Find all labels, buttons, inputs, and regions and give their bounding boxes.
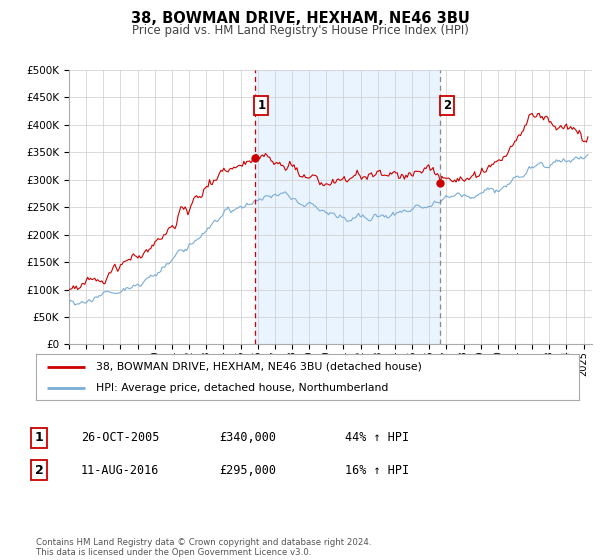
Text: 38, BOWMAN DRIVE, HEXHAM, NE46 3BU: 38, BOWMAN DRIVE, HEXHAM, NE46 3BU — [131, 11, 469, 26]
Bar — [254, 70, 440, 344]
Text: 16% ↑ HPI: 16% ↑ HPI — [345, 464, 409, 477]
Text: Contains HM Land Registry data © Crown copyright and database right 2024.
This d: Contains HM Land Registry data © Crown c… — [36, 538, 371, 557]
Text: 26-OCT-2005: 26-OCT-2005 — [81, 431, 160, 445]
Text: 2: 2 — [35, 464, 43, 477]
Text: 1: 1 — [257, 99, 266, 112]
Text: 11-AUG-2016: 11-AUG-2016 — [81, 464, 160, 477]
Text: 1: 1 — [35, 431, 43, 445]
Text: 44% ↑ HPI: 44% ↑ HPI — [345, 431, 409, 445]
Text: 38, BOWMAN DRIVE, HEXHAM, NE46 3BU (detached house): 38, BOWMAN DRIVE, HEXHAM, NE46 3BU (deta… — [96, 362, 422, 372]
Text: £340,000: £340,000 — [219, 431, 276, 445]
Text: £295,000: £295,000 — [219, 464, 276, 477]
Text: Price paid vs. HM Land Registry's House Price Index (HPI): Price paid vs. HM Land Registry's House … — [131, 24, 469, 37]
Text: HPI: Average price, detached house, Northumberland: HPI: Average price, detached house, Nort… — [96, 383, 388, 393]
Text: 2: 2 — [443, 99, 451, 112]
